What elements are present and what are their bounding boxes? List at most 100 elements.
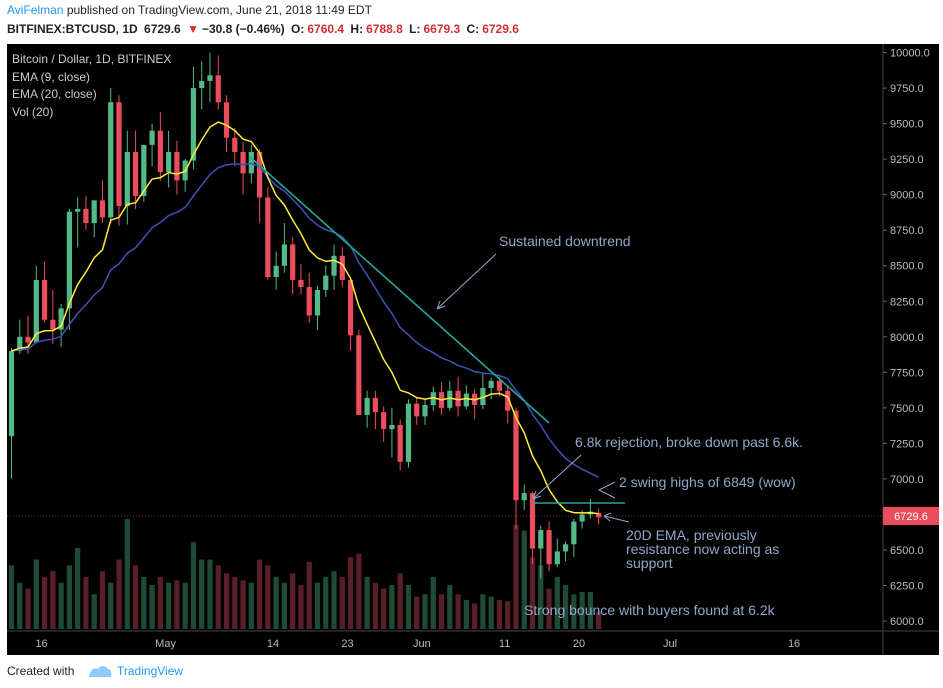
arrowhead-ema20-icon: [603, 512, 612, 522]
candle-body: [356, 335, 362, 415]
time-tick-label: 20: [573, 638, 585, 650]
time-tick-label: 23: [341, 638, 353, 650]
candle-body: [281, 244, 288, 266]
candle-body: [538, 530, 544, 549]
candle-body: [141, 144, 147, 197]
legend-ema20: EMA (20, close): [12, 87, 97, 101]
volume-bar: [248, 582, 254, 629]
volume-bar: [372, 582, 378, 629]
price-chart[interactable]: Sustained downtrend 6.8k rejection, brok…: [7, 44, 939, 655]
candle-body: [132, 152, 139, 197]
volume-bar: [546, 588, 552, 629]
candle-body: [331, 255, 337, 276]
annotation-rejection: 6.8k rejection, broke down past 6.6k.: [575, 434, 803, 450]
candle-body: [75, 208, 81, 212]
legend-ema9: EMA (9, close): [12, 70, 90, 84]
volume-bar: [405, 585, 412, 629]
candle-body: [596, 513, 602, 518]
price-tick-label: 7500.0: [890, 403, 924, 415]
legend-vol: Vol (20): [12, 105, 53, 119]
volume-bar: [17, 582, 23, 629]
volume-bar: [190, 542, 197, 629]
volume-bar: [347, 557, 354, 629]
annotation-ema20-line3: support: [626, 555, 673, 571]
volume-bar: [529, 557, 536, 629]
candle-body: [190, 88, 197, 161]
last-price-tag: [883, 507, 939, 525]
candle-body: [17, 336, 23, 352]
candle-body: [8, 351, 15, 437]
volume-bar: [132, 565, 139, 629]
candle-body: [529, 493, 536, 549]
close-value: 6729.6: [482, 22, 519, 36]
candle-body: [455, 390, 461, 407]
candle-body: [414, 403, 420, 417]
volume-bar: [25, 588, 31, 629]
close-label: C:: [466, 22, 480, 36]
time-axis[interactable]: 16 May 14 23 Jun 11 20 Jul 16: [35, 638, 800, 650]
volume-bar: [207, 559, 213, 629]
volume-bar: [91, 594, 97, 629]
volume-bar: [108, 582, 114, 629]
candle-body: [199, 80, 205, 89]
time-tick-label: Jun: [413, 638, 431, 650]
volume-bar: [562, 585, 569, 629]
candle-body: [496, 380, 503, 391]
price-tick-label: 6250.0: [890, 581, 924, 593]
price-tick-label: 9250.0: [890, 154, 924, 166]
candle-body: [306, 287, 312, 316]
volume-bar: [364, 576, 370, 629]
volume-bar: [505, 601, 511, 629]
candle-body: [314, 289, 321, 316]
annotation-downtrend: Sustained downtrend: [499, 233, 631, 249]
chart-header: AviFelman published on TradingView.com, …: [0, 0, 943, 40]
arrow-ema20: [603, 515, 630, 523]
volume-bar: [265, 565, 271, 629]
legend: Bitcoin / Dollar, 1D, BITFINEX EMA (9, c…: [12, 52, 171, 119]
volume-bar: [496, 600, 503, 629]
candle-body: [108, 102, 114, 218]
volume-bar: [554, 576, 560, 629]
candle-body: [166, 152, 172, 172]
volume-bar: [331, 571, 337, 629]
candle-body: [174, 152, 180, 181]
annotation-ema20-line2: resistance now acting as: [626, 541, 779, 557]
tradingview-link[interactable]: TradingView: [117, 664, 184, 678]
arrowhead-rejection-icon: [532, 490, 542, 500]
time-tick-label: 16: [35, 638, 47, 650]
arrowhead-downtrend-icon: [436, 300, 446, 310]
volume-bar: [480, 594, 486, 629]
author-link[interactable]: AviFelman: [7, 3, 64, 17]
volume-bar: [116, 559, 122, 629]
volume-bar: [323, 576, 329, 629]
annotation-ema20-line1: 20D EMA, previously: [626, 527, 757, 543]
time-tick-label: 14: [267, 638, 279, 650]
volume-bar: [290, 573, 296, 629]
downtrend-line: [249, 156, 550, 424]
low-value: 6679.3: [423, 22, 461, 36]
arrow-rejection: [532, 454, 582, 500]
volume-bar: [298, 585, 304, 629]
candle-body: [207, 75, 213, 81]
volume-bar: [587, 591, 593, 629]
candle-body: [364, 397, 370, 415]
legend-title: Bitcoin / Dollar, 1D, BITFINEX: [12, 52, 171, 66]
candle-body: [323, 275, 329, 290]
annotations: Sustained downtrend 6.8k rejection, brok…: [499, 233, 803, 618]
last-price-tag-label: 6729.6: [894, 511, 928, 523]
candle-body: [116, 102, 122, 207]
volume-bar: [182, 582, 188, 629]
volume-bar: [414, 596, 420, 629]
volume-bar: [281, 582, 288, 629]
volume-bar: [463, 600, 469, 629]
candle-body: [554, 551, 560, 565]
candle-body: [488, 380, 494, 388]
volume-bar: [521, 530, 527, 629]
candle-body: [240, 152, 246, 174]
volume-bar: [430, 576, 436, 629]
volume-bar: [215, 565, 221, 629]
tradingview-logo-icon[interactable]: [88, 662, 112, 680]
candle-body: [397, 424, 403, 462]
volume-bar: [438, 594, 445, 629]
candle-body: [83, 208, 89, 224]
